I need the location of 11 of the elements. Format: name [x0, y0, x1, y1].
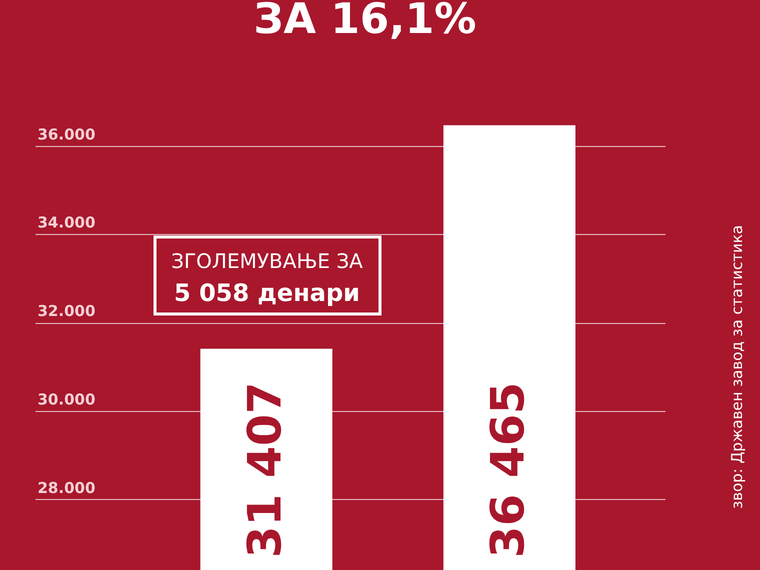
- y-tick-label: 36.000: [38, 125, 96, 144]
- annotation: 5 058 денари: [174, 279, 360, 307]
- annotation: ЗГОЛЕМУВАЊЕ ЗА: [171, 249, 364, 273]
- chart-title: ЗА 16,1%: [254, 0, 476, 43]
- text: звор: Државен завод за статистика: [728, 225, 746, 509]
- data-label: 31 407: [237, 382, 292, 558]
- data-label: 36 465: [480, 382, 534, 558]
- y-tick-label: 34.000: [38, 214, 96, 232]
- y-tick-label: 30.000: [38, 390, 96, 408]
- y-tick-label: 28.000: [38, 478, 96, 497]
- y-tick-label: 32.000: [38, 302, 96, 320]
